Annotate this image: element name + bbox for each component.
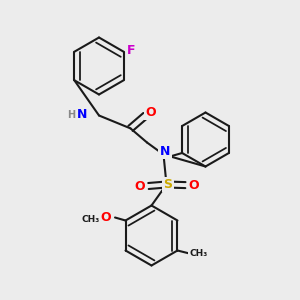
Text: S: S [164, 178, 172, 191]
Text: N: N [77, 108, 88, 122]
Text: CH₃: CH₃ [189, 249, 208, 258]
Text: CH₃: CH₃ [81, 214, 100, 224]
Text: F: F [127, 44, 135, 57]
Text: H: H [67, 110, 75, 120]
Text: O: O [135, 179, 146, 193]
Text: N: N [160, 145, 170, 158]
Text: O: O [146, 106, 156, 119]
Text: O: O [101, 211, 111, 224]
Text: O: O [188, 178, 199, 192]
